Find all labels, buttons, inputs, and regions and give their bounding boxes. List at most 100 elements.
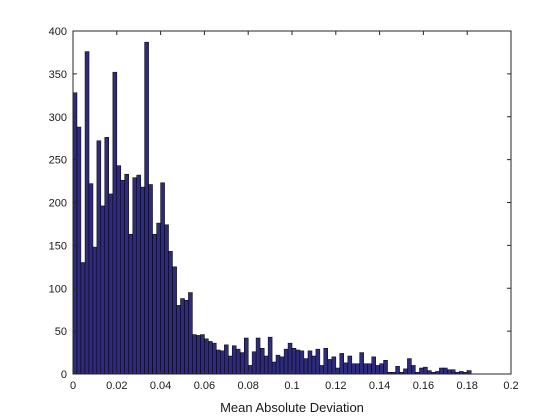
histogram-bar [355, 363, 360, 375]
histogram-bar [116, 165, 122, 375]
histogram-bar [168, 251, 173, 375]
histogram-bar [466, 370, 472, 375]
y-tick-label: 400 [49, 26, 67, 38]
histogram-bar [315, 348, 321, 375]
histogram-bar [359, 352, 364, 375]
histogram-bar [347, 355, 353, 375]
y-tick-label: 50 [55, 326, 67, 338]
histogram-bar [439, 367, 444, 375]
histogram-bar [104, 137, 109, 375]
x-tick-label: 0.04 [150, 380, 171, 392]
histogram-bar [379, 363, 384, 375]
x-tick-label: 0.1 [284, 380, 299, 392]
histogram-bar [204, 338, 209, 375]
histogram-bar [212, 342, 217, 375]
histogram-bar [148, 184, 153, 375]
histogram-bar [251, 351, 257, 375]
histogram-bar [255, 337, 261, 375]
histogram-bar [152, 233, 157, 375]
histogram-bar [80, 262, 86, 375]
histogram-bar [259, 348, 265, 375]
histogram-bar [184, 300, 189, 375]
histogram-bar [216, 349, 221, 375]
histogram-bar [208, 341, 213, 375]
y-tick-label: 150 [49, 240, 67, 252]
histogram-bar [192, 334, 197, 375]
x-tick-label: 0.08 [237, 380, 258, 392]
y-tick-label: 100 [49, 283, 67, 295]
histogram-bar [224, 344, 229, 375]
histogram-bar [331, 356, 337, 375]
histogram-bar [220, 350, 225, 375]
histogram-bar [403, 368, 408, 375]
y-tick-label: 200 [49, 198, 67, 210]
histogram-bar [144, 41, 149, 375]
histogram-bar [172, 266, 177, 375]
histogram-bar [447, 369, 452, 375]
histogram-bar [423, 366, 428, 375]
histogram-bar [180, 298, 185, 375]
histogram-bar [271, 361, 277, 375]
y-axis-tick-labels: 0 50 100 150 200 250 300 350 400 [49, 26, 67, 381]
histogram-bar [92, 246, 98, 375]
histogram-bar [231, 345, 237, 375]
x-tick-label: 0.14 [369, 380, 390, 392]
histogram-bar [275, 354, 281, 375]
histogram-bar [339, 353, 344, 375]
x-tick-label: 0.06 [194, 380, 215, 392]
histogram-bar [371, 356, 376, 375]
histogram-bar [124, 173, 129, 375]
histogram-bar [307, 350, 313, 375]
histogram-bar [303, 358, 309, 375]
x-axis-label: Mean Absolute Deviation [220, 400, 364, 415]
histogram-bar [228, 355, 233, 375]
histogram-bar [240, 352, 245, 375]
histogram-bar [291, 348, 297, 375]
histogram-bar [235, 348, 241, 375]
x-tick-label: 0.2 [503, 380, 518, 392]
histogram-bar [319, 365, 325, 375]
histogram-bar [323, 348, 328, 375]
histogram-bar [164, 224, 169, 375]
histogram-bar [395, 366, 400, 375]
histogram-bar [176, 305, 181, 375]
histogram-bar [311, 355, 317, 375]
histogram-bar [108, 193, 114, 375]
histogram-bar [96, 140, 102, 375]
histogram-bar [279, 356, 285, 375]
histogram-bar [287, 342, 293, 375]
histogram-bar [419, 367, 424, 375]
histogram-bar [411, 365, 416, 375]
histogram-bar [128, 233, 134, 375]
histogram-bar [196, 335, 201, 375]
y-tick-label: 250 [49, 155, 67, 167]
histogram-bar [84, 51, 90, 375]
y-tick-label: 0 [61, 369, 67, 381]
histogram-bar [76, 126, 82, 375]
histogram-bar [88, 183, 94, 375]
histogram-bar [443, 367, 448, 375]
histogram-bar [375, 365, 380, 375]
histogram-bar [351, 363, 357, 375]
y-tick-label: 350 [49, 69, 67, 81]
axis-ticks [72, 30, 512, 375]
histogram-bar [156, 222, 161, 375]
x-tick-label: 0 [70, 380, 76, 392]
histogram-bar [140, 186, 145, 375]
x-tick-label: 0.18 [456, 380, 477, 392]
x-tick-label: 0.02 [106, 380, 127, 392]
y-tick-label: 300 [49, 112, 67, 124]
x-axis-tick-labels: 0 0.02 0.04 0.06 0.08 0.1 0.12 0.14 0.16 0.18 0.2 [70, 380, 519, 392]
histogram-bar [283, 348, 289, 375]
histogram-bar [327, 359, 333, 375]
x-tick-label: 0.12 [325, 380, 346, 392]
histogram-bar [299, 350, 305, 375]
histogram-bar [450, 369, 456, 375]
histogram-bar [407, 358, 412, 375]
histogram-bar [363, 363, 368, 375]
histogram-bar [244, 337, 249, 375]
histogram-bar [100, 205, 106, 375]
histogram-bar [295, 349, 301, 375]
histogram-bar [335, 367, 341, 375]
